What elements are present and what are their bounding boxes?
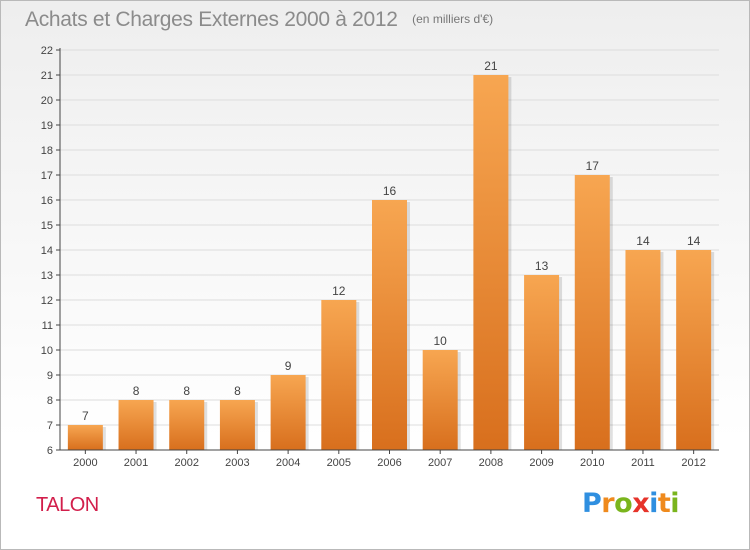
x-tick-label: 2004 [276,457,300,469]
x-tick-label: 2005 [327,457,351,469]
data-label: 17 [586,159,600,173]
commune-name: TALON [36,494,99,516]
data-label: 13 [535,259,549,273]
y-tick-label: 22 [41,45,53,57]
y-tick-label: 21 [41,70,53,82]
data-label: 12 [332,284,346,298]
y-tick-label: 10 [41,345,53,357]
logo-letter: o [614,488,633,519]
data-label: 14 [687,234,701,248]
labels: 6 7 8 9 10 11 12 13 14 15 16 17 18 19 20 21 22 7 2000 8 2001… [41,45,706,469]
data-label: 16 [383,184,397,198]
logo-letter: t [657,488,671,519]
x-tick-label: 2000 [73,457,97,469]
bar [473,75,509,450]
y-tick-label: 8 [47,395,53,407]
data-label: 7 [82,409,89,423]
x-tick-label: 2012 [681,457,705,469]
data-label: 21 [484,59,498,73]
data-label: 8 [234,384,241,398]
bar [169,400,205,450]
y-tick-label: 13 [41,270,53,282]
bar [270,375,306,450]
y-tick-label: 12 [41,295,53,307]
logo-letter: x [632,488,650,519]
y-tick-label: 11 [42,320,53,332]
data-label: 8 [183,384,190,398]
x-tick-label: 2003 [225,457,249,469]
data-label: 10 [434,334,448,348]
chart-header: Achats et Charges Externes 2000 à 2012 (… [25,8,493,32]
bar [676,250,712,450]
bar [574,175,610,450]
data-label: 9 [285,359,292,373]
x-tick-label: 2009 [529,457,553,469]
chart-title: Achats et Charges Externes 2000 à 2012 [25,8,398,31]
chart-unit: (en milliers d'€) [412,12,494,26]
x-tick-label: 2011 [631,457,655,469]
bar [321,300,357,450]
x-tick-label: 2002 [174,457,198,469]
y-tick-label: 20 [41,95,53,107]
bar [422,350,458,450]
y-tick-label: 6 [47,445,53,457]
bar [67,425,103,450]
bar [219,400,255,450]
x-tick-label: 2006 [377,457,401,469]
data-label: 14 [636,234,650,248]
logo-letter: i [670,488,680,519]
data-label: 8 [133,384,140,398]
bar [524,275,560,450]
logo-letter: P [582,488,602,519]
y-tick-label: 15 [41,220,53,232]
y-tick-label: 9 [47,370,53,382]
y-tick-label: 7 [47,420,53,432]
bar [625,250,661,450]
y-tick-label: 14 [41,245,53,257]
bar [372,200,407,450]
x-tick-label: 2001 [124,457,148,469]
proxiti-logo: Proxiti [582,488,680,519]
bar [118,400,154,450]
y-tick-label: 19 [41,120,53,132]
bars [67,75,715,450]
x-tick-label: 2007 [428,457,452,469]
y-tick-label: 16 [41,195,53,207]
x-tick-label: 2008 [479,457,503,469]
x-tick-label: 2010 [580,457,604,469]
y-tick-label: 18 [41,145,53,157]
y-tick-label: 17 [41,170,53,182]
logo-letter: i [649,488,658,519]
axes [56,48,719,454]
logo-letter: r [601,488,615,519]
